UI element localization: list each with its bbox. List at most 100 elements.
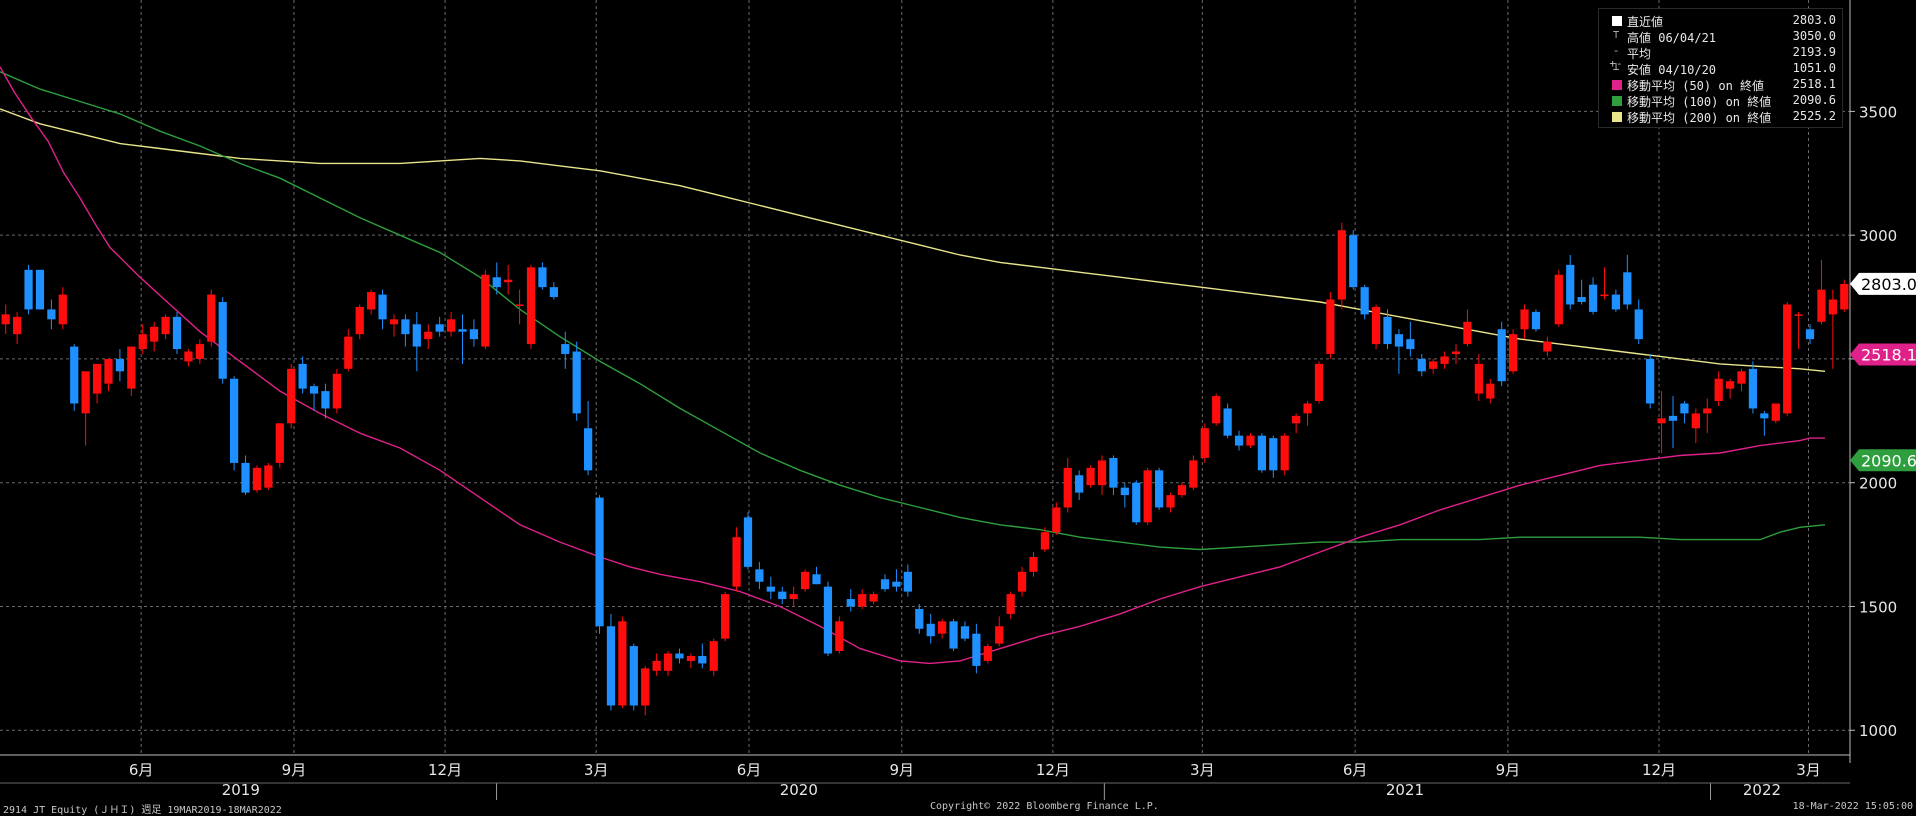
candle-body (321, 391, 330, 409)
candle-body (435, 324, 444, 332)
candle-body (1429, 361, 1438, 369)
legend-label-ma100: 移動平均 (100) on 終値 (1627, 95, 1772, 109)
candle-body (424, 331, 433, 340)
y-tick-label: 2000 (1859, 475, 1897, 493)
candle-body (1075, 475, 1084, 493)
candle-body (1805, 329, 1815, 340)
candle-body (1520, 309, 1529, 330)
candle-body (47, 309, 56, 320)
candle-body (561, 344, 570, 354)
candle-body (241, 462, 250, 493)
candle-body (686, 655, 696, 661)
candle-body (892, 581, 901, 587)
candle-body (229, 378, 239, 463)
price-tag-shape (1850, 343, 1916, 366)
candle-body (1623, 272, 1632, 305)
candle-body (446, 319, 456, 332)
ma100-line (0, 71, 1826, 551)
x-tick-label: 9月 (1496, 761, 1521, 779)
candle-body (1177, 485, 1187, 496)
price-tag-shape (1850, 449, 1916, 472)
price-tag-shape (1850, 272, 1916, 295)
candle-body (766, 586, 775, 592)
candle-body (1486, 383, 1495, 399)
candle-body (869, 594, 878, 602)
candle-body (1760, 413, 1769, 419)
candle-body (995, 626, 1004, 644)
legend-value-last: 2803.0 (1792, 13, 1836, 27)
candle-body (1097, 460, 1107, 486)
candle-body (1200, 428, 1209, 458)
candle-body (92, 363, 102, 394)
candle-body (789, 594, 798, 600)
candle-body (1257, 435, 1266, 471)
candle-body (1314, 363, 1324, 402)
candle-body (1269, 438, 1278, 471)
candle-body (1737, 371, 1746, 384)
candle-body (1109, 457, 1118, 488)
ma50-line (0, 66, 1825, 665)
year-label: 2022 (1743, 781, 1781, 799)
candle-body (595, 497, 604, 627)
candle-body (663, 653, 673, 671)
candle-body (1417, 358, 1426, 372)
candle-body (915, 608, 924, 629)
legend-value-ma200: 2525.2 (1792, 109, 1836, 123)
candle-body (629, 646, 638, 706)
x-tick-label: 6月 (737, 761, 762, 779)
candle-body (70, 346, 79, 404)
candle-body (378, 294, 387, 320)
year-label: 2021 (1386, 781, 1424, 799)
candle-body (1406, 339, 1415, 350)
candle-body (401, 319, 410, 335)
candle-body (835, 621, 844, 652)
candle-body (1817, 289, 1826, 322)
y-tick-label: 1000 (1859, 722, 1897, 740)
candle-body (1326, 299, 1335, 354)
legend-label-last: 直近値 (1627, 15, 1664, 29)
candle-body (1280, 435, 1289, 471)
candle-body (344, 336, 353, 369)
candle-body (332, 373, 341, 409)
legend-row-low: ⊥ 安値 04/10/20 1051.0 (1599, 60, 1842, 77)
candle-body (1714, 378, 1723, 402)
candle-body (903, 571, 912, 592)
legend-swatch-last (1612, 16, 1622, 26)
candle-body (492, 277, 501, 288)
candle-body (1794, 314, 1803, 316)
legend-swatch-ma50 (1612, 80, 1622, 90)
year-label: 2019 (222, 781, 260, 799)
candle-body (24, 269, 33, 310)
price-tag-label: 2803.0 (1861, 275, 1916, 294)
candle-body (1017, 571, 1027, 592)
candle-body (264, 465, 273, 488)
candle-body (606, 626, 616, 706)
candle-body (983, 646, 992, 661)
candle-body (1600, 294, 1609, 297)
candle-body (652, 660, 661, 671)
x-tick-label: 12月 (428, 761, 462, 779)
candle-body (1783, 304, 1792, 414)
grid (0, 0, 1850, 755)
candle-body (1394, 334, 1404, 347)
y-tick-label: 3000 (1859, 227, 1897, 245)
candle-body (1349, 235, 1358, 288)
low-marker-icon: ⊥ (1612, 60, 1620, 73)
candle-body (538, 267, 547, 288)
candle-body (150, 326, 159, 342)
candle-body (1725, 381, 1735, 389)
candle-body (1234, 435, 1244, 446)
candle-body (1212, 396, 1221, 424)
x-tick-label: 9月 (889, 761, 914, 779)
candle-body (1451, 351, 1461, 354)
legend-swatch-ma100 (1612, 96, 1622, 106)
x-tick-label: 12月 (1642, 761, 1676, 779)
candle-body (1657, 418, 1666, 424)
candle-body (1143, 470, 1152, 523)
candle-body (1646, 358, 1655, 404)
candle-body (698, 655, 707, 664)
candle-body (972, 633, 981, 666)
candle-body (412, 324, 421, 347)
high-marker-icon: ⊤ (1612, 28, 1620, 41)
